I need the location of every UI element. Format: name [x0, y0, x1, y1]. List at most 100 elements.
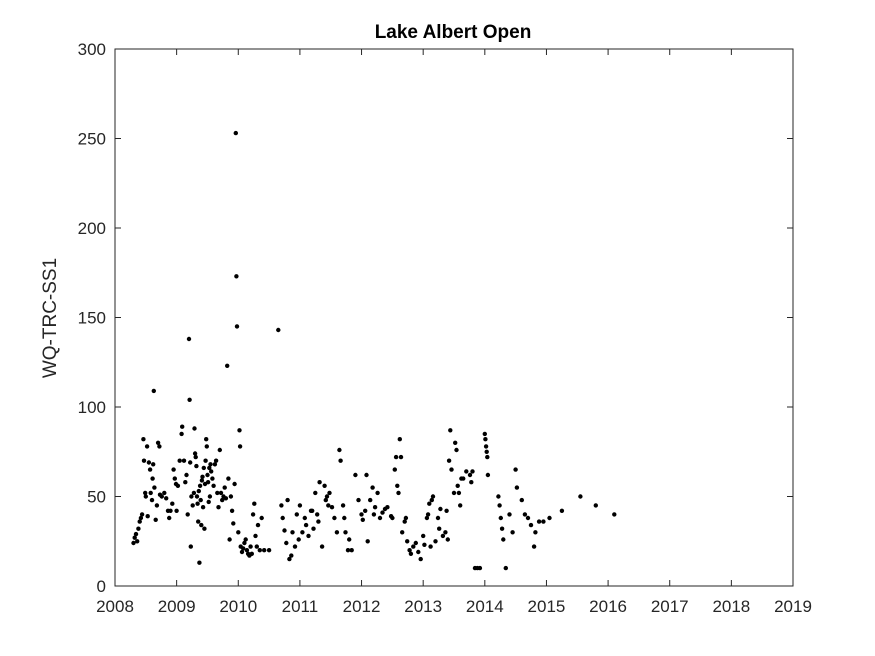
data-point — [249, 551, 254, 556]
data-point — [536, 519, 542, 524]
data-point — [329, 505, 335, 510]
data-point — [440, 533, 446, 539]
data-point — [390, 515, 395, 521]
data-point — [396, 490, 401, 496]
data-point — [501, 537, 506, 542]
data-point — [519, 497, 524, 503]
data-point — [254, 544, 259, 549]
data-point — [232, 481, 237, 487]
data-point — [222, 485, 227, 490]
data-point — [131, 540, 136, 546]
data-point — [315, 512, 320, 517]
data-point — [147, 467, 153, 472]
data-point — [418, 556, 423, 562]
data-point — [349, 548, 354, 553]
data-point — [327, 490, 332, 496]
data-point — [413, 540, 418, 546]
data-point — [429, 497, 434, 503]
data-point — [200, 505, 206, 510]
data-point — [377, 515, 383, 521]
data-point — [342, 515, 347, 521]
data-point — [425, 512, 431, 517]
data-point — [234, 274, 239, 279]
data-point — [186, 336, 192, 342]
data-point — [133, 531, 139, 537]
x-tick-label: 2017 — [651, 597, 689, 616]
data-point — [292, 544, 298, 549]
data-point — [194, 494, 200, 499]
data-point — [507, 512, 512, 517]
data-point — [215, 490, 220, 496]
data-point — [218, 490, 224, 496]
data-point — [203, 458, 208, 463]
data-point — [449, 467, 454, 472]
data-point — [285, 497, 290, 503]
data-point — [443, 530, 448, 535]
data-point — [202, 526, 207, 531]
data-point — [400, 530, 405, 535]
data-point — [157, 444, 162, 449]
data-point — [280, 515, 285, 521]
data-point — [402, 519, 407, 524]
plot-area-frame — [114, 48, 794, 587]
data-point — [162, 490, 167, 496]
data-point — [499, 526, 505, 531]
data-point — [424, 515, 430, 521]
data-point — [164, 496, 169, 501]
data-point — [461, 476, 466, 481]
data-point — [444, 508, 449, 513]
x-tick-label: 2014 — [466, 597, 504, 616]
data-point — [482, 431, 487, 437]
data-point — [205, 480, 211, 485]
data-point — [185, 512, 190, 517]
y-tick-label: 100 — [78, 398, 106, 417]
data-point — [204, 444, 209, 449]
data-point — [167, 515, 172, 521]
data-point — [559, 508, 565, 513]
data-point — [154, 503, 160, 508]
data-point — [189, 494, 194, 499]
data-point — [155, 440, 161, 445]
data-point — [380, 510, 385, 515]
data-point — [514, 485, 520, 490]
data-point — [279, 503, 284, 508]
data-point — [448, 428, 453, 433]
data-point — [193, 454, 198, 460]
data-point — [541, 519, 546, 524]
data-point — [578, 494, 583, 499]
data-point — [332, 515, 337, 521]
data-point — [175, 483, 181, 488]
data-point — [174, 508, 179, 513]
x-tick-label: 2011 — [282, 597, 319, 616]
data-point — [237, 428, 242, 433]
data-point — [454, 447, 459, 453]
x-tick-label: 2018 — [712, 597, 750, 616]
data-point — [234, 324, 240, 329]
data-point — [177, 458, 182, 463]
data-point — [483, 444, 489, 449]
data-point — [206, 499, 211, 505]
y-axis: 0 50 100 150 200 250 300 — [78, 40, 793, 596]
data-point — [340, 503, 346, 508]
data-point — [416, 549, 421, 555]
data-point — [159, 494, 164, 499]
data-point — [513, 467, 518, 472]
data-point — [255, 522, 261, 528]
data-point — [371, 512, 377, 517]
data-point — [397, 437, 402, 442]
data-point — [171, 467, 176, 472]
data-point — [197, 483, 203, 488]
x-tick-label: 2009 — [158, 597, 196, 616]
y-tick-label: 0 — [97, 577, 106, 596]
data-point — [435, 515, 441, 521]
data-point — [372, 505, 378, 510]
data-point — [360, 517, 365, 522]
data-point — [365, 539, 370, 544]
data-point — [201, 465, 206, 471]
data-point — [233, 130, 238, 136]
data-point — [612, 512, 617, 517]
data-point — [446, 458, 452, 463]
data-point — [149, 497, 155, 503]
data-point — [437, 526, 442, 531]
y-axis-label: WQ-TRC-SS1 — [40, 258, 61, 378]
